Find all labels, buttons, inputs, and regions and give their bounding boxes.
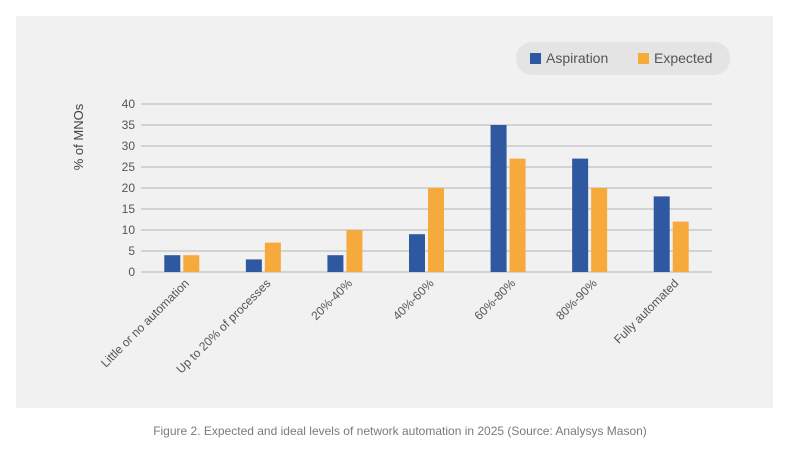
y-tick-label: 40 (122, 97, 136, 111)
bar-expected (509, 158, 526, 272)
grid-lines (141, 103, 712, 273)
bar-expected (346, 230, 363, 272)
legend-background (516, 42, 730, 75)
legend-label-aspiration: Aspiration (546, 50, 608, 66)
bar-expected (672, 221, 689, 272)
bar-expected (591, 188, 608, 272)
x-tick-label: Little or no automation (98, 276, 192, 370)
bar-expected (428, 188, 444, 272)
bar-aspiration (653, 196, 670, 272)
bar-aspiration (327, 255, 344, 272)
y-tick-label: 10 (122, 223, 136, 237)
legend-swatch-expected (638, 53, 649, 64)
bar-aspiration (572, 158, 589, 272)
y-tick-label: 5 (128, 244, 135, 258)
bar-aspiration (490, 125, 507, 272)
y-tick-label: 25 (122, 160, 136, 174)
y-tick-labels: 0 5 10 15 20 25 30 35 40 (122, 97, 136, 279)
legend-swatch-aspiration (530, 53, 541, 64)
chart-panel (16, 16, 773, 408)
x-tick-label: 80%-90% (553, 276, 600, 323)
y-tick-label: 0 (128, 265, 135, 279)
bar-aspiration (409, 234, 425, 272)
y-tick-label: 15 (122, 202, 136, 216)
bar-aspiration (245, 259, 262, 272)
x-tick-label: 60%-80% (472, 276, 519, 323)
y-tick-label: 30 (122, 139, 136, 153)
bar-aspiration (164, 255, 181, 272)
bar-expected (183, 255, 200, 272)
x-tick-label: Up to 20% of processes (173, 276, 273, 376)
y-axis-label: % of MNOs (71, 103, 86, 170)
x-tick-label: 20%-40% (308, 276, 355, 323)
bars (164, 125, 689, 272)
x-tick-label: Fully automated (611, 276, 681, 346)
y-tick-label: 20 (122, 181, 136, 195)
legend: Aspiration Expected (516, 42, 730, 75)
y-tick-label: 35 (122, 118, 136, 132)
legend-label-expected: Expected (654, 50, 712, 66)
bar-expected (264, 242, 281, 272)
x-tick-label: 40%-60% (390, 276, 437, 323)
figure-caption: Figure 2. Expected and ideal levels of n… (153, 424, 647, 438)
